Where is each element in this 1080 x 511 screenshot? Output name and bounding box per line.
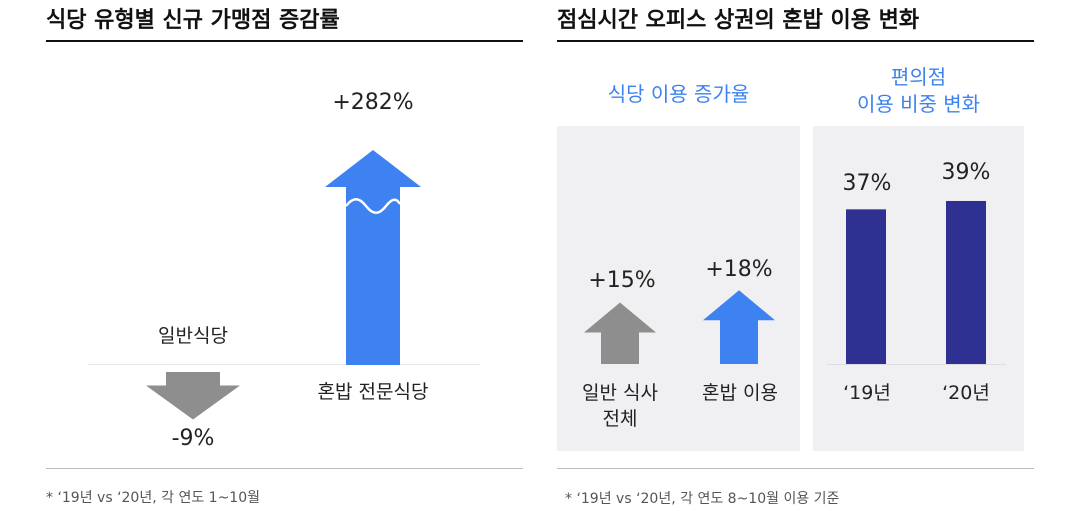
- right-charts: [584, 200, 1006, 365]
- left-footer-rule: [46, 468, 523, 469]
- mid-value-label-1: +18%: [705, 257, 773, 282]
- left-arrow-0: [146, 372, 240, 420]
- left-arrow-chart: [146, 150, 421, 420]
- right-value-label-0: 37%: [842, 171, 892, 196]
- mid-category-label-0-line2: 전체: [602, 408, 638, 430]
- left-chart-title: 식당 유형별 신규 가맹점 증감률: [46, 8, 340, 33]
- sub-chart-title-convenience-line2: 이용 비중 변화: [856, 92, 981, 116]
- left-baseline: [88, 364, 480, 365]
- restaurant-usage-panel: [557, 126, 800, 451]
- right-footnote: * ‘19년 vs ‘20년, 각 연도 8~10월 이용 기준: [565, 491, 840, 507]
- right-category-label-1: ‘20년: [942, 382, 990, 404]
- mid-arrow-0: [584, 302, 656, 364]
- right-bar-0: [846, 209, 886, 364]
- right-category-label-0: ‘19년: [843, 382, 891, 404]
- mid-value-label-0: +15%: [588, 268, 656, 293]
- left-category-label-0: 일반식당: [158, 325, 228, 347]
- left-value-label-1: +282%: [332, 90, 414, 115]
- right-title-rule: [557, 40, 1034, 42]
- right-value-label-1: 39%: [941, 160, 991, 185]
- sub-chart-title-convenience-line1: 편의점: [890, 65, 947, 89]
- sub-chart-title-restaurant: 식당 이용 증가율: [607, 82, 750, 106]
- mid-category-label-1: 혼밥 이용: [702, 382, 778, 404]
- right-footer-rule: [557, 468, 1034, 469]
- mid-arrow-1: [703, 290, 775, 364]
- mid-category-label-0-line1: 일반 식사: [582, 382, 658, 404]
- left-category-label-1: 혼밥 전문식당: [317, 381, 429, 403]
- right-chart-title: 점심시간 오피스 상권의 혼밥 이용 변화: [557, 8, 920, 33]
- right-bar-1: [946, 200, 986, 364]
- left-footnote: * ‘19년 vs ‘20년, 각 연도 1~10월: [46, 490, 260, 506]
- axis-break-mark: [345, 198, 402, 214]
- left-value-label-0: -9%: [171, 426, 215, 451]
- left-title-rule: [46, 40, 523, 42]
